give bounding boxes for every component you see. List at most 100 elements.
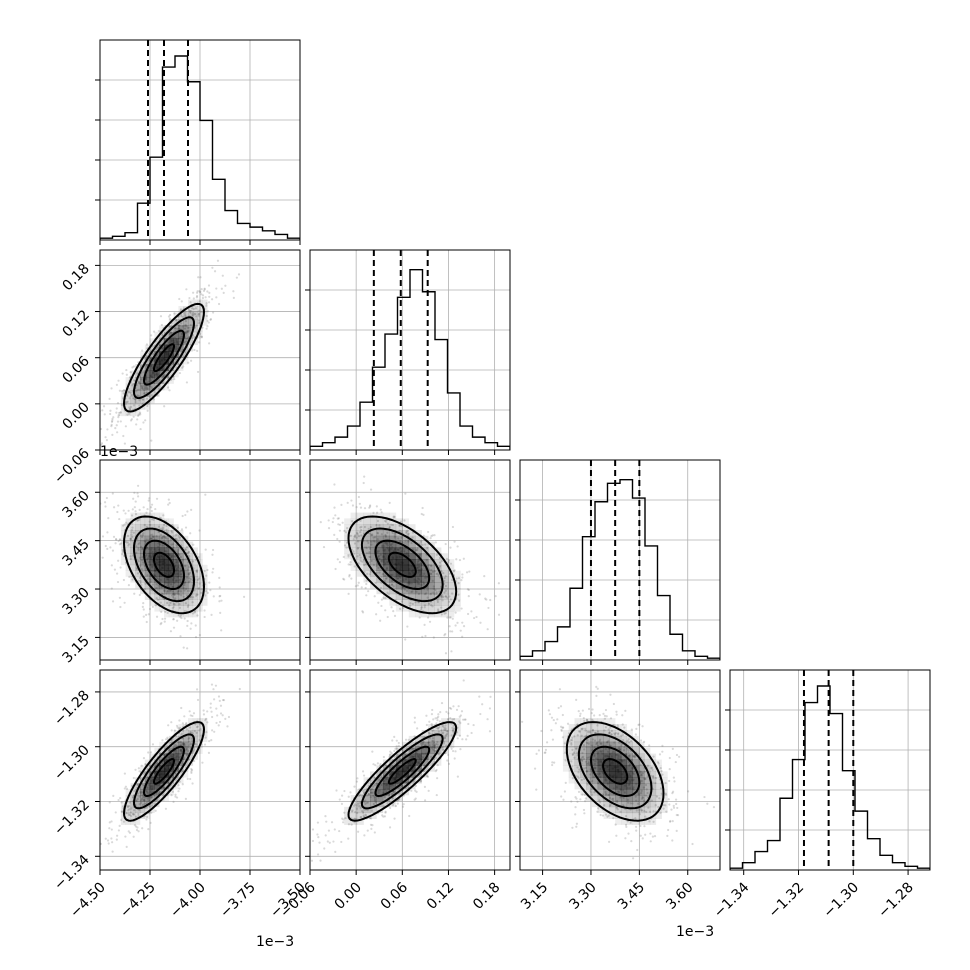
scatter-point: [417, 745, 420, 748]
scatter-point: [382, 755, 385, 759]
density-cell: [164, 524, 170, 531]
scatter-point: [203, 743, 207, 746]
scatter-point: [353, 821, 356, 824]
density-cell: [389, 547, 397, 554]
scatter-point: [376, 519, 380, 523]
scatter-point: [406, 625, 409, 628]
scatter-point: [461, 621, 464, 624]
scatter-point: [478, 593, 481, 596]
scatter-point: [426, 775, 430, 778]
density-cell: [135, 541, 141, 548]
density-cell: [428, 547, 435, 554]
scatter-point: [574, 806, 577, 809]
density-cell: [363, 535, 371, 542]
scatter-point: [204, 736, 207, 739]
scatter-point: [398, 523, 401, 527]
scatter-point: [643, 799, 646, 802]
scatter-point: [178, 538, 181, 541]
scatter-point: [366, 829, 369, 832]
x-tick-label: 0.00: [332, 880, 365, 913]
scatter-point: [121, 372, 124, 375]
scatter-point: [453, 717, 456, 721]
scatter-point: [183, 756, 186, 759]
scatter-point: [393, 614, 397, 617]
density-cell: [382, 777, 390, 784]
density-cell: [197, 729, 203, 737]
density-cell: [428, 559, 435, 566]
scatter-point: [669, 819, 672, 823]
scatter-point: [363, 800, 366, 803]
scatter-point: [570, 800, 573, 803]
scatter-point: [123, 601, 126, 604]
scatter-point: [441, 748, 444, 752]
scatter-point: [463, 718, 466, 721]
scatter-point: [545, 741, 549, 744]
scatter-point: [198, 582, 201, 585]
scatter-point: [676, 814, 680, 817]
scatter-point: [210, 739, 213, 742]
scatter-point: [120, 801, 123, 804]
scatter-point: [489, 598, 492, 602]
scatter-point: [125, 541, 128, 544]
density-cell: [183, 547, 189, 554]
scatter-point: [171, 790, 175, 793]
scatter-point: [187, 361, 190, 364]
scatter-point: [603, 804, 606, 807]
x-tick-label: −4.50: [67, 880, 109, 922]
scatter-point: [121, 805, 125, 808]
scatter-point: [163, 536, 167, 539]
scatter-point: [192, 291, 195, 294]
density-cell: [188, 318, 194, 326]
density-cell: [363, 570, 371, 577]
panel-1-0: −0.060.000.060.120.18: [51, 249, 301, 487]
scatter-point: [597, 730, 600, 733]
density-cell: [135, 383, 141, 391]
scatter-point: [372, 564, 375, 567]
panel-content: [310, 250, 510, 450]
scatter-point: [436, 746, 440, 749]
scatter-point: [316, 833, 319, 836]
scatter-point: [364, 586, 367, 590]
scatter-point: [187, 550, 191, 553]
scatter-point: [148, 497, 151, 500]
scatter-point: [161, 617, 164, 621]
scatter-point: [617, 732, 620, 735]
scatter-point: [358, 794, 361, 797]
density-cell: [363, 576, 371, 583]
scatter-point: [382, 596, 385, 599]
density-cell: [164, 599, 170, 606]
density-cell: [188, 593, 194, 600]
scatter-point: [473, 616, 476, 620]
scatter-point: [131, 508, 134, 511]
scatter-point: [413, 798, 416, 801]
scatter-point: [137, 380, 141, 384]
scatter-point: [332, 840, 335, 843]
panel-content: [100, 250, 300, 450]
scatter-point: [368, 573, 371, 576]
scatter-point: [209, 702, 212, 705]
scatter-point: [393, 515, 396, 518]
density-cell: [415, 530, 422, 537]
scatter-point: [187, 740, 190, 743]
scatter-point: [376, 511, 379, 514]
scatter-point: [387, 593, 390, 596]
scatter-point: [415, 790, 418, 793]
density-cell: [408, 576, 416, 583]
scatter-point: [110, 423, 113, 426]
scatter-point: [117, 416, 120, 419]
density-cell: [164, 351, 170, 358]
scatter-point: [131, 578, 134, 581]
scatter-point: [362, 481, 365, 485]
scatter-point: [133, 404, 136, 407]
scatter-point: [143, 564, 146, 568]
scatter-point: [369, 504, 372, 507]
scatter-point: [145, 511, 148, 514]
scatter-point: [657, 805, 660, 809]
scatter-point: [434, 756, 437, 759]
scatter-point: [363, 834, 366, 837]
scatter-point: [221, 274, 224, 277]
scatter-point: [365, 801, 368, 804]
scatter-point: [668, 767, 671, 771]
density-cell: [164, 741, 170, 748]
density-cell: [144, 789, 150, 796]
